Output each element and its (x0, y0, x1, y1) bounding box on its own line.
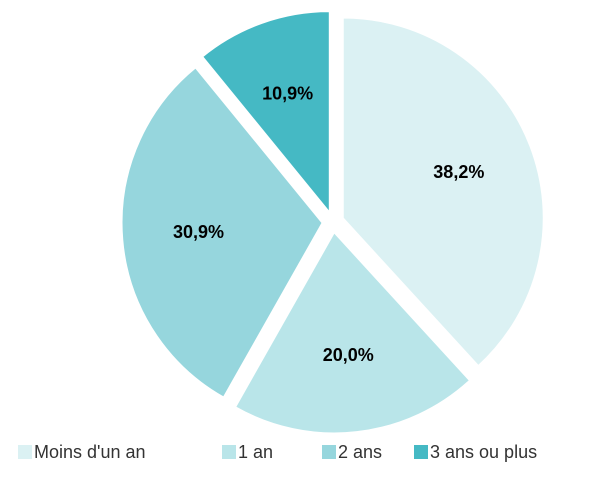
legend-label: 3 ans ou plus (430, 442, 537, 462)
data-label: 30,9% (173, 222, 224, 242)
legend-label: Moins d'un an (34, 442, 146, 462)
pie-slice (202, 11, 330, 214)
data-label: 38,2% (433, 162, 484, 182)
pie-slice (235, 232, 471, 434)
data-label: 10,9% (262, 84, 313, 104)
legend-label: 1 an (238, 442, 273, 462)
legend-marker (414, 445, 428, 459)
data-label: 20,0% (323, 345, 374, 365)
pie-slice (121, 67, 323, 398)
legend-marker (18, 445, 32, 459)
legend-label: 2 ans (338, 442, 382, 462)
legend-marker (222, 445, 236, 459)
pie-slice (342, 17, 544, 367)
legend-marker (322, 445, 336, 459)
